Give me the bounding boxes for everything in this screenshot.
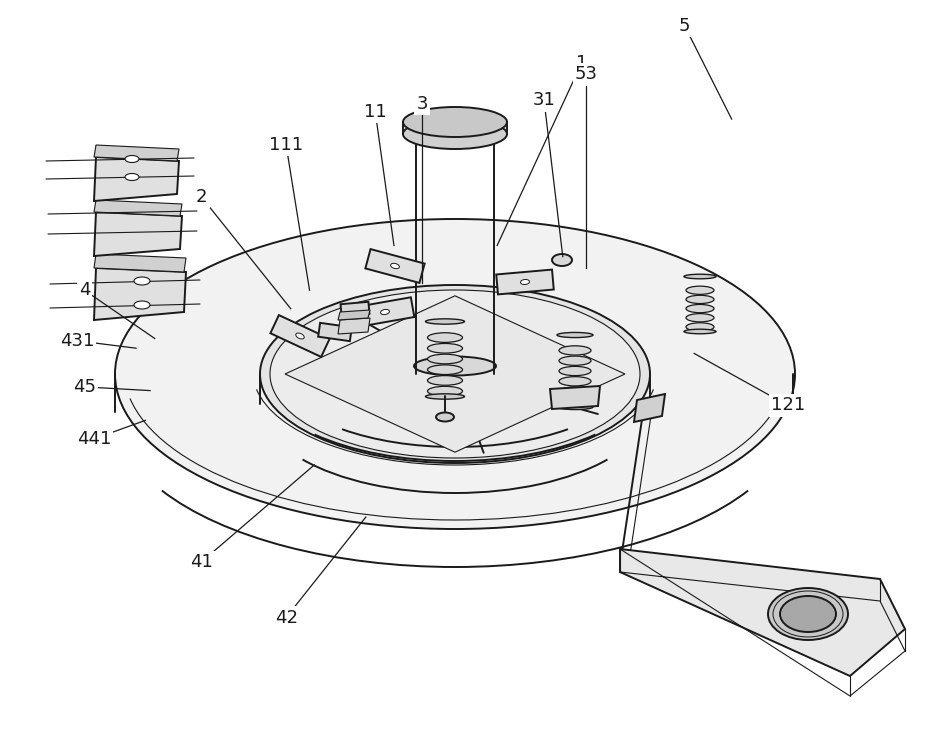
- Text: 111: 111: [269, 136, 303, 154]
- Ellipse shape: [686, 323, 714, 331]
- Polygon shape: [270, 315, 329, 357]
- Text: 11: 11: [364, 103, 386, 121]
- Text: 1: 1: [576, 54, 587, 72]
- Ellipse shape: [428, 376, 462, 385]
- Polygon shape: [94, 200, 182, 216]
- Text: 53: 53: [575, 65, 598, 83]
- Ellipse shape: [403, 119, 507, 149]
- Ellipse shape: [559, 346, 591, 355]
- Ellipse shape: [414, 356, 496, 376]
- Ellipse shape: [428, 365, 462, 374]
- Polygon shape: [496, 269, 553, 295]
- Ellipse shape: [426, 319, 464, 324]
- Polygon shape: [94, 268, 186, 320]
- Ellipse shape: [428, 333, 462, 342]
- Ellipse shape: [134, 301, 150, 309]
- Ellipse shape: [559, 376, 591, 386]
- Ellipse shape: [684, 329, 716, 334]
- Ellipse shape: [686, 295, 714, 304]
- Polygon shape: [338, 310, 370, 320]
- Ellipse shape: [428, 344, 462, 353]
- Ellipse shape: [557, 333, 593, 338]
- Ellipse shape: [260, 285, 650, 463]
- Ellipse shape: [559, 397, 591, 406]
- Text: 2: 2: [196, 188, 207, 206]
- Ellipse shape: [115, 219, 795, 529]
- Text: 4: 4: [79, 281, 90, 299]
- Polygon shape: [340, 302, 370, 316]
- Ellipse shape: [134, 277, 150, 285]
- Ellipse shape: [270, 290, 640, 458]
- Polygon shape: [366, 249, 425, 283]
- Ellipse shape: [390, 263, 400, 269]
- Text: 41: 41: [190, 553, 213, 571]
- Ellipse shape: [686, 314, 714, 322]
- Ellipse shape: [686, 304, 714, 312]
- Ellipse shape: [686, 286, 714, 295]
- Ellipse shape: [559, 356, 591, 365]
- Ellipse shape: [559, 387, 591, 397]
- Ellipse shape: [295, 333, 304, 339]
- Ellipse shape: [403, 107, 507, 137]
- Polygon shape: [94, 145, 179, 161]
- Text: 441: 441: [77, 430, 111, 448]
- Polygon shape: [94, 212, 182, 256]
- Ellipse shape: [521, 280, 529, 284]
- Polygon shape: [620, 549, 905, 676]
- Ellipse shape: [552, 254, 572, 266]
- Ellipse shape: [428, 386, 462, 396]
- Text: 121: 121: [771, 397, 805, 414]
- Text: 42: 42: [275, 609, 297, 626]
- Text: 31: 31: [533, 92, 555, 109]
- Ellipse shape: [780, 596, 836, 632]
- Ellipse shape: [436, 412, 454, 422]
- Ellipse shape: [125, 155, 139, 162]
- Text: 5: 5: [679, 17, 690, 35]
- Polygon shape: [356, 298, 415, 327]
- Ellipse shape: [557, 405, 593, 409]
- Ellipse shape: [381, 310, 389, 315]
- Polygon shape: [94, 254, 186, 272]
- Polygon shape: [285, 296, 625, 452]
- Polygon shape: [338, 318, 370, 334]
- Polygon shape: [318, 323, 352, 341]
- Ellipse shape: [125, 173, 139, 181]
- Ellipse shape: [768, 588, 848, 640]
- Text: 431: 431: [60, 332, 94, 350]
- Polygon shape: [94, 157, 179, 201]
- Ellipse shape: [684, 275, 716, 279]
- Ellipse shape: [428, 354, 462, 364]
- Ellipse shape: [426, 394, 464, 400]
- Polygon shape: [550, 386, 600, 409]
- Text: 45: 45: [73, 378, 96, 396]
- Text: 3: 3: [416, 95, 428, 113]
- Ellipse shape: [559, 366, 591, 376]
- Polygon shape: [634, 394, 665, 422]
